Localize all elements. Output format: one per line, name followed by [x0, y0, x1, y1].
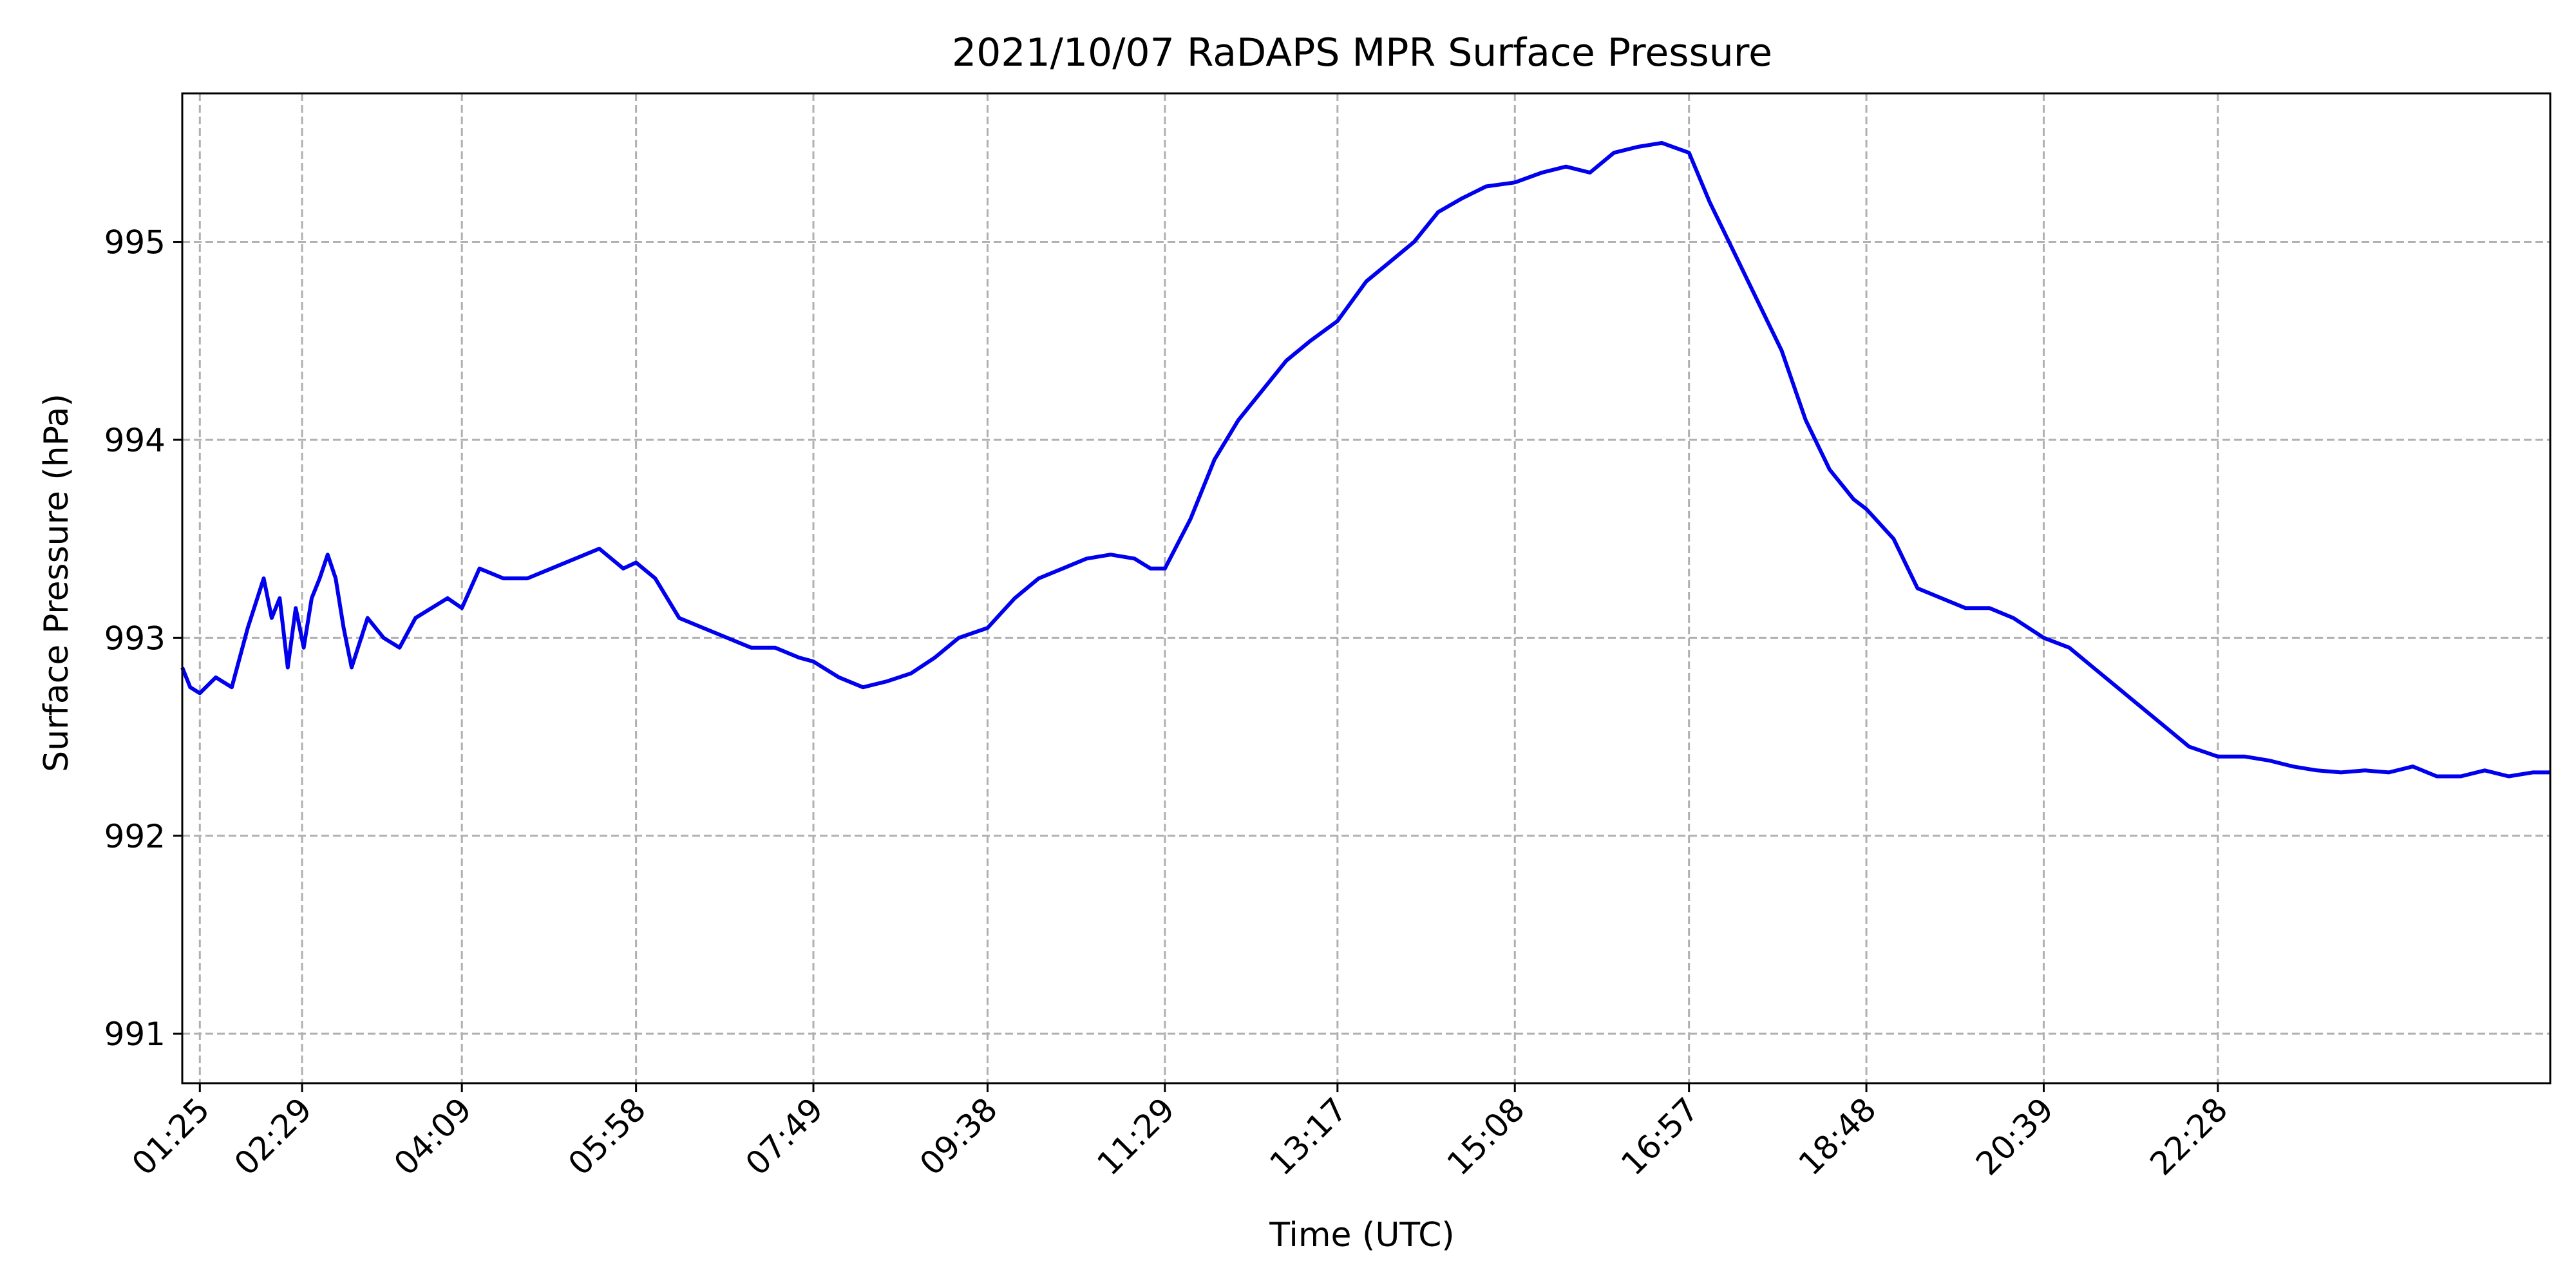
x-axis-label: Time (UTC): [1269, 1216, 1454, 1255]
y-tick-label: 994: [104, 422, 166, 459]
y-tick-label: 993: [104, 620, 166, 657]
y-tick-label: 991: [104, 1016, 166, 1053]
y-axis: 991 992 993 994 995: [104, 224, 182, 1053]
grid: [182, 93, 2550, 1083]
y-tick-label: 995: [104, 224, 166, 261]
series-layer: [180, 140, 2550, 779]
plot-frame: [181, 92, 2552, 1084]
chart-title: 2021/10/07 RaDAPS MPR Surface Pressure: [952, 30, 1772, 75]
y-tick-label: 992: [104, 818, 166, 855]
pressure-series-line: [180, 140, 2550, 779]
y-axis-label: Surface Pressure (hPa): [37, 393, 76, 772]
